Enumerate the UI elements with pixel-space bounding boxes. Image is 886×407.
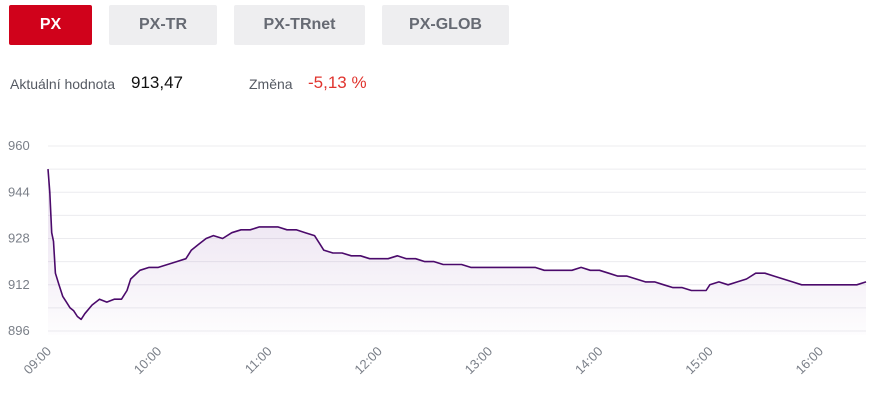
x-tick-label: 09:00 (21, 344, 55, 378)
index-chart: 896 912 928 944 960 09:00 10:00 11:00 12:00 13:0… (8, 138, 867, 378)
current-value: 913,47 (131, 73, 183, 92)
x-tick-label: 14:00 (572, 344, 606, 378)
y-tick-label: 912 (8, 277, 30, 292)
current-value-label: Aktuální hodnota (10, 76, 116, 92)
y-axis: 896 912 928 944 960 (8, 138, 30, 338)
x-tick-label: 12:00 (351, 344, 385, 378)
x-tick-label: 15:00 (682, 344, 716, 378)
x-axis: 09:00 10:00 11:00 12:00 13:00 14:00 15:00 16:00 (21, 344, 827, 378)
tab-px[interactable]: PX (9, 5, 92, 45)
x-tick-label: 16:00 (793, 344, 827, 378)
series-area (48, 169, 866, 335)
y-tick-label: 944 (8, 184, 30, 199)
change-value: -5,13 % (308, 73, 367, 92)
x-tick-label: 11:00 (242, 344, 275, 377)
index-tabs: PX PX-TR PX-TRnet PX-GLOB (9, 5, 509, 45)
tab-px-glob[interactable]: PX-GLOB (382, 5, 509, 45)
change-label: Změna (249, 76, 293, 92)
x-tick-label: 10:00 (131, 344, 165, 378)
tab-px-tr[interactable]: PX-TR (109, 5, 217, 45)
y-tick-label: 960 (8, 138, 30, 153)
y-tick-label: 928 (8, 231, 30, 246)
x-tick-label: 13:00 (462, 344, 496, 378)
y-tick-label: 896 (8, 323, 30, 338)
index-stats: Aktuální hodnota 913,47 Změna -5,13 % (10, 73, 870, 95)
tab-px-trnet[interactable]: PX-TRnet (234, 5, 365, 45)
series-line (47, 169, 867, 321)
